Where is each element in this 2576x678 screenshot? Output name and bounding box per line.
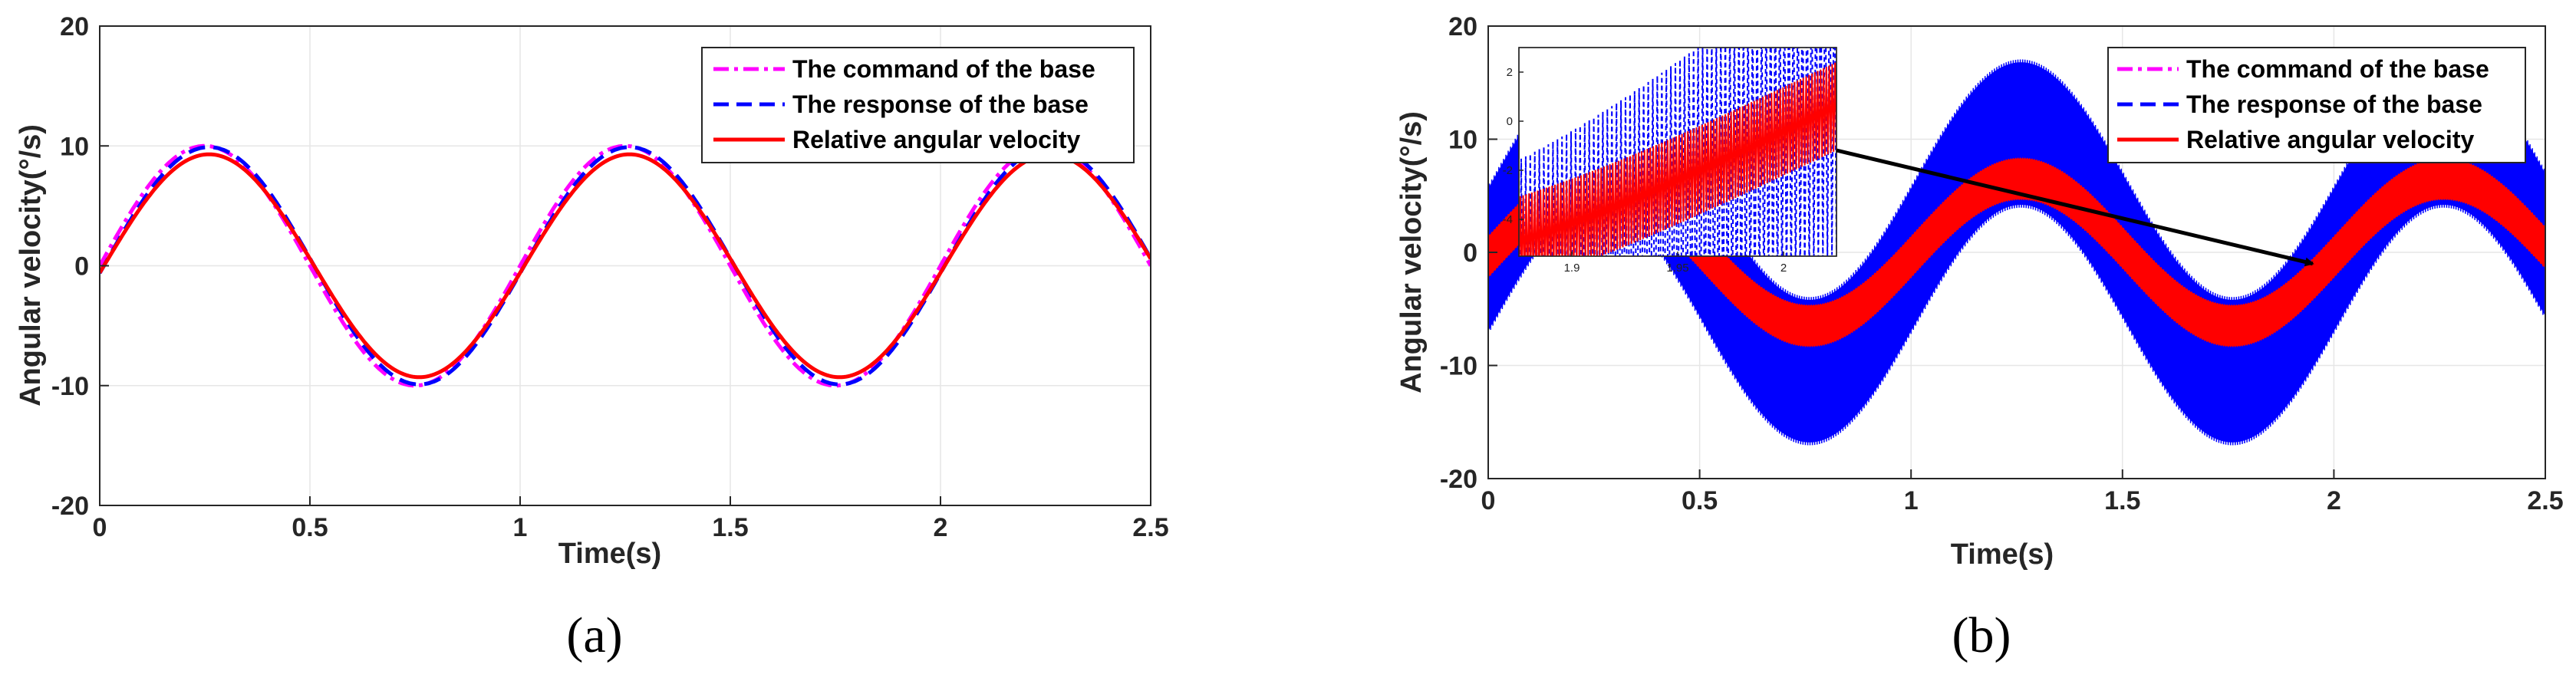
chart-b-xlabel: Time(s): [1951, 538, 2054, 571]
chart-a: 0 0.5 1 1.5 2 2.5 -20 -10 0 10 20 Time(s) Angular …: [15, 12, 1169, 663]
chart-a-ytick-label: -10: [51, 372, 89, 401]
chart-a-xtick-label: 2: [934, 513, 948, 542]
chart-b-xtick-label: 1.5: [2104, 486, 2140, 515]
chart-b-xtick-label: 1: [1904, 486, 1919, 515]
chart-b-series-response-edge: [1488, 59, 2545, 446]
chart-b-plot-area: [1488, 59, 2545, 446]
chart-b-ytick-label: -20: [1440, 465, 1477, 494]
chart-a-legend-label-relative: Relative angular velocity: [792, 126, 1080, 153]
chart-a-plot-area: [100, 143, 1151, 388]
chart-a-xtick-label: 0: [93, 513, 107, 542]
chart-b-xtick-label: 0.5: [1682, 486, 1718, 515]
chart-b-inset-xtick-label: 2: [1780, 262, 1787, 275]
chart-a-ytick-label: 10: [60, 132, 89, 161]
chart-b-ytick-label: 10: [1448, 126, 1477, 155]
chart-b-zoom-arrow: [1836, 148, 2314, 267]
chart-b-inset-ytick-label: 0: [1507, 115, 1513, 128]
chart-a-xlabel: Time(s): [558, 538, 661, 570]
chart-a-xtick-label: 1: [513, 513, 528, 542]
chart-b-legend-label-command: The command of the base: [2186, 55, 2489, 83]
chart-a-ytick-label: 20: [60, 12, 89, 41]
chart-a-xtick-label: 1.5: [712, 513, 748, 542]
chart-b-panel-label: (b): [1952, 607, 2011, 663]
chart-b-ylabel: Angular velocity(°/s): [1395, 111, 1428, 393]
chart-b-legend-box: [2107, 47, 2526, 163]
chart-a-xtick-label: 2.5: [1132, 513, 1168, 542]
chart-b-inset-xtick-label: 1.95: [1666, 262, 1688, 275]
chart-a-ylabel: Angular velocity(°/s): [15, 124, 47, 406]
chart-b-legend-label-relative: Relative angular velocity: [2186, 126, 2474, 153]
chart-b-ytick-label: 0: [1463, 239, 1477, 268]
chart-b-xtick-label: 0: [1481, 486, 1496, 515]
chart-b-xtick-label: 2: [2327, 486, 2341, 515]
chart-b-xtick-label: 2.5: [2527, 486, 2563, 515]
chart-b-inset-series-relative: [1519, 62, 1836, 256]
chart-b-inset-series-response: [1520, 48, 1836, 256]
chart-b-inset: 1.9 1.95 2 2 0 -2 -4: [1503, 47, 1837, 275]
chart-b-inset-ticks: 1.9 1.95 2 2 0 -2 -4: [1503, 66, 1787, 275]
chart-a-ticks: 0 0.5 1 1.5 2 2.5 -20 -10 0 10 20: [51, 12, 1169, 542]
chart-b-inset-ytick-label: -4: [1503, 213, 1513, 226]
chart-b-ytick-label: 20: [1448, 12, 1477, 41]
chart-a-series-relative: [100, 152, 1151, 380]
chart-b-series: [1488, 59, 2545, 446]
chart-b-inset-xtick-label: 1.9: [1564, 262, 1580, 275]
chart-b-legend-label-response: The response of the base: [2186, 91, 2482, 118]
chart-a-series: [100, 143, 1151, 388]
chart-a-panel-label: (a): [566, 607, 622, 663]
chart-b-inset-ytick-label: 2: [1507, 66, 1513, 79]
chart-a-legend-label-response: The response of the base: [792, 91, 1089, 118]
chart-a-ytick-label: -20: [51, 492, 89, 521]
chart-a-legend: The command of the base The response of …: [701, 47, 1135, 163]
chart-b-inset-plot: [1519, 48, 1836, 256]
chart-b-inset-ytick-label: -2: [1503, 164, 1513, 177]
chart-a-legend-label-command: The command of the base: [792, 55, 1095, 83]
chart-a-ytick-label: 0: [74, 252, 89, 281]
chart-b-legend: The command of the base The response of …: [2107, 47, 2526, 163]
chart-a-xtick-label: 0.5: [292, 513, 328, 542]
chart-b-ytick-label: -10: [1440, 352, 1477, 381]
chart-b-inset-series: [1519, 48, 1836, 256]
chart-b-series-response-band: [1488, 62, 2545, 443]
